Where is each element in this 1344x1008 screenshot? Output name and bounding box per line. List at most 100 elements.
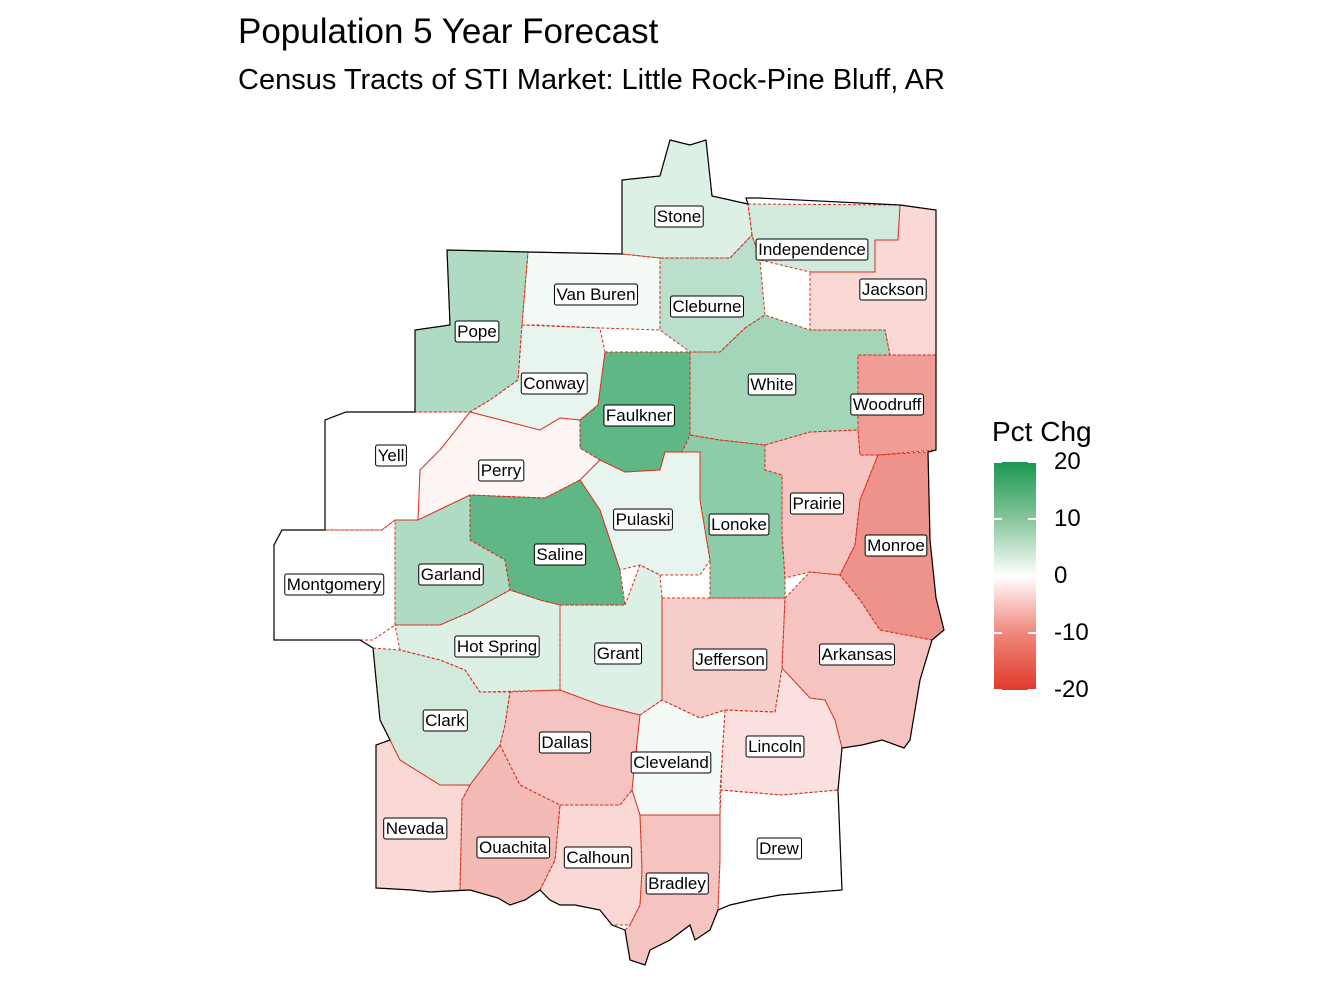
county-label-box	[520, 372, 588, 395]
county-label-bradley: Bradley	[645, 872, 709, 895]
county-label-box	[476, 836, 551, 859]
county-lincoln	[720, 668, 842, 795]
county-label-box	[864, 534, 928, 557]
county-label-yell: Yell	[375, 444, 407, 467]
county-label-text: Nevada	[386, 819, 445, 838]
county-labels: Stone Independence Jackson Van Buren Cleburn…	[284, 205, 928, 895]
county-label-box	[819, 643, 895, 666]
county-label-box	[630, 751, 712, 774]
county-label-text: Lincoln	[748, 737, 802, 756]
county-label-text: Grant	[597, 644, 640, 663]
county-label-faulkner: Faulkner	[603, 404, 675, 427]
county-label-box	[755, 238, 869, 261]
county-label-montgomery: Montgomery	[284, 573, 385, 596]
county-label-text: Jefferson	[695, 650, 765, 669]
county-border-faulkner	[579, 351, 691, 473]
county-label-saline: Saline	[533, 543, 587, 566]
county-label-box	[789, 492, 845, 515]
county-border-lonoke	[681, 434, 786, 599]
county-label-drew: Drew	[756, 837, 803, 860]
county-label-jefferson: Jefferson	[692, 648, 768, 671]
county-label-box	[708, 513, 770, 536]
county-nevada	[376, 740, 470, 892]
county-label-arkansas: Arkansas	[819, 643, 895, 666]
county-label-pulaski: Pulaski	[613, 508, 673, 531]
county-label-text: Monroe	[867, 536, 925, 555]
county-label-lincoln: Lincoln	[745, 735, 805, 758]
county-label-text: Faulkner	[606, 406, 672, 425]
county-label-text: White	[750, 375, 793, 394]
county-label-jackson: Jackson	[859, 278, 927, 301]
county-label-box	[670, 295, 744, 318]
county-label-text: Hot Spring	[457, 637, 537, 656]
county-label-text: Independence	[758, 240, 866, 259]
county-label-box	[645, 872, 709, 895]
county-label-text: Jackson	[862, 280, 924, 299]
county-label-text: Perry	[481, 461, 522, 480]
county-label-van-buren: Van Buren	[553, 283, 639, 306]
legend: Pct Chg 20 10 0 -10 -20	[992, 416, 1132, 716]
county-yell	[325, 412, 470, 530]
map-title: Population 5 Year Forecast	[238, 12, 659, 51]
county-label-box	[284, 573, 385, 596]
county-label-text: Arkansas	[822, 645, 893, 664]
county-label-text: Calhoun	[566, 848, 629, 867]
county-saline	[470, 480, 625, 605]
county-label-cleveland: Cleveland	[630, 751, 712, 774]
county-label-stone: Stone	[654, 205, 704, 228]
county-label-box	[375, 444, 407, 467]
county-label-box	[654, 205, 704, 228]
county-stone	[622, 140, 752, 258]
county-label-text: Lonoke	[711, 515, 767, 534]
county-border-van-buren	[521, 251, 661, 331]
county-label-cleburne: Cleburne	[670, 295, 744, 318]
county-label-text: Drew	[759, 839, 799, 858]
legend-tick-label: -20	[1054, 676, 1089, 703]
county-label-text: Pulaski	[616, 510, 671, 529]
county-label-white: White	[747, 373, 797, 396]
county-shapes	[274, 140, 944, 965]
county-label-box	[692, 648, 768, 671]
county-label-box	[478, 459, 525, 482]
county-label-clark: Clark	[422, 709, 468, 732]
county-border-clark	[372, 647, 511, 786]
county-border-woodruff	[857, 354, 937, 456]
county-label-box	[850, 393, 924, 416]
county-label-pope: Pope	[454, 320, 500, 343]
county-label-conway: Conway	[520, 372, 588, 395]
market-outline	[273, 139, 945, 966]
county-label-monroe: Monroe	[864, 534, 928, 557]
county-label-box	[538, 731, 592, 754]
county-label-garland: Garland	[418, 563, 484, 586]
county-label-box	[533, 543, 587, 566]
county-label-text: Van Buren	[556, 285, 635, 304]
county-label-box	[418, 563, 484, 586]
county-label-nevada: Nevada	[383, 817, 448, 840]
county-label-box	[747, 373, 797, 396]
county-label-dallas: Dallas	[538, 731, 592, 754]
legend-tick-label: -10	[1054, 619, 1089, 646]
county-grant	[560, 565, 662, 715]
county-label-text: Cleburne	[673, 297, 742, 316]
county-label-text: Cleveland	[633, 753, 709, 772]
county-label-ouachita: Ouachita	[476, 836, 551, 859]
county-label-box	[745, 735, 805, 758]
county-label-text: Clark	[425, 711, 465, 730]
county-label-box	[563, 846, 633, 869]
county-label-text: Ouachita	[479, 838, 548, 857]
legend-tick-label: 20	[1054, 448, 1081, 475]
county-border-grant	[559, 564, 663, 716]
county-label-box	[613, 508, 673, 531]
legend-tick-label: 10	[1054, 505, 1081, 532]
county-border-lincoln	[719, 666, 843, 796]
county-label-box	[603, 404, 675, 427]
county-label-text: Prairie	[792, 494, 841, 513]
county-label-text: Bradley	[648, 874, 706, 893]
county-label-text: Woodruff	[853, 395, 922, 414]
county-label-box	[422, 709, 468, 732]
county-label-text: Montgomery	[287, 575, 382, 594]
county-label-box	[383, 817, 448, 840]
county-label-lonoke: Lonoke	[708, 513, 770, 536]
county-label-text: Yell	[378, 446, 405, 465]
